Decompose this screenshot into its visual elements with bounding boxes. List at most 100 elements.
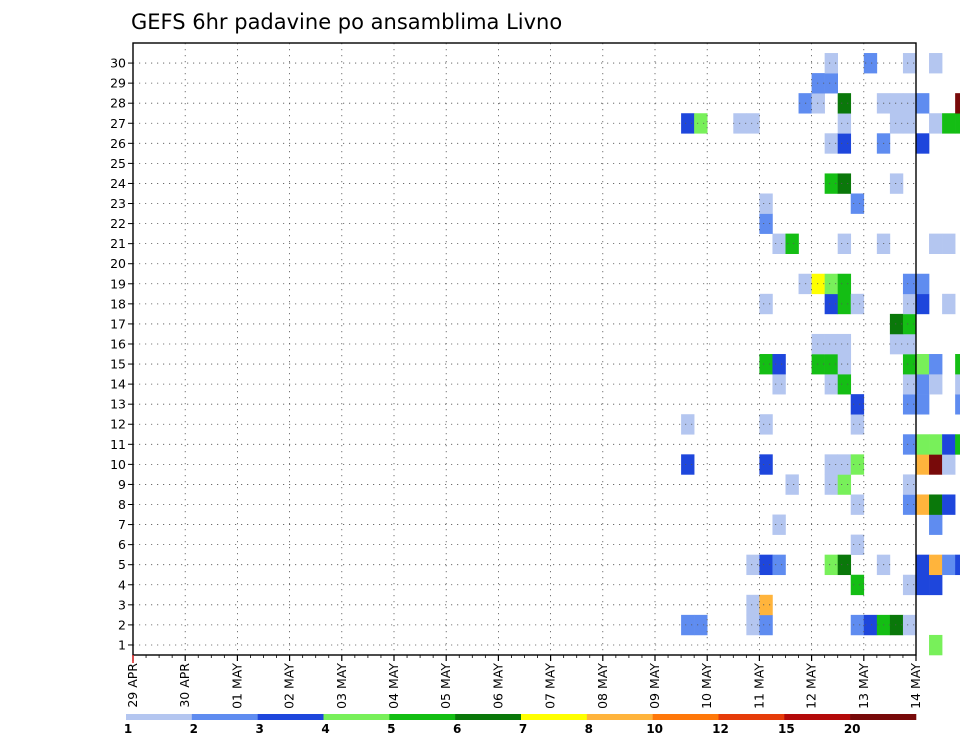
y-tick-label: 17 — [110, 316, 126, 331]
y-tick-label: 16 — [110, 336, 126, 351]
heatmap-cell — [902, 313, 917, 335]
heatmap-cell — [824, 474, 838, 495]
heatmap-cell — [824, 374, 838, 395]
heatmap-cell — [902, 93, 917, 114]
heatmap-cell — [902, 574, 917, 596]
heatmap-cell — [824, 554, 838, 576]
y-tick-label: 11 — [110, 437, 126, 452]
heatmap-cell — [772, 514, 786, 535]
y-tick-label: 8 — [118, 497, 126, 512]
heatmap-cell — [929, 434, 943, 455]
x-tick-label: 30 APR — [177, 663, 192, 708]
colorbar-label: 8 — [585, 722, 593, 736]
heatmap-cell — [759, 454, 773, 475]
heatmap-cell — [929, 374, 943, 395]
colorbar-label: 4 — [321, 722, 329, 736]
x-tick-label: 03 MAY — [334, 663, 349, 709]
heatmap-cell — [863, 614, 878, 636]
heatmap-cell — [902, 113, 917, 134]
heatmap-cell — [902, 614, 917, 636]
heatmap-cell — [902, 494, 917, 515]
heatmap-cell — [681, 454, 695, 475]
colorbar-label: 5 — [387, 722, 395, 736]
heatmap-cell — [955, 434, 960, 455]
heatmap-cell — [942, 293, 956, 315]
heatmap-cell — [824, 173, 838, 194]
heatmap-cell — [929, 354, 943, 375]
heatmap-cell — [955, 554, 960, 576]
colorbar-swatch — [257, 714, 324, 720]
heatmap-cell — [929, 113, 943, 134]
heatmap-cell — [772, 354, 786, 375]
heatmap-cell — [837, 133, 852, 154]
x-tick-label: 12 MAY — [804, 663, 819, 709]
x-tick-label: 14 MAY — [908, 663, 923, 709]
y-tick-label: 20 — [110, 256, 126, 271]
colorbar-label: 1 — [124, 722, 132, 736]
heatmap-cell — [916, 554, 930, 576]
heatmap-cell — [772, 554, 786, 576]
heatmap-cells — [681, 53, 960, 656]
heatmap-cell — [837, 454, 852, 475]
y-tick-label: 1 — [118, 637, 126, 652]
heatmap-cell — [746, 554, 760, 576]
y-tick-label: 3 — [118, 597, 126, 612]
y-tick-label: 9 — [118, 477, 126, 492]
heatmap-cell — [902, 333, 917, 355]
y-tick-label: 27 — [110, 116, 126, 131]
colorbar-label: 12 — [712, 722, 729, 736]
colorbar-label: 3 — [255, 722, 263, 736]
y-tick-label: 7 — [118, 517, 126, 532]
heatmap-cell — [902, 354, 917, 375]
heatmap-cell — [837, 93, 852, 114]
heatmap-cell — [850, 494, 865, 515]
heatmap-cell — [837, 554, 852, 576]
colorbar-swatch — [718, 714, 785, 720]
heatmap-cell — [916, 354, 930, 375]
heatmap-cell — [837, 173, 852, 194]
heatmap-cell — [681, 414, 695, 435]
heatmap-cell — [746, 614, 760, 636]
y-tick-label: 2 — [118, 617, 126, 632]
heatmap-cell — [955, 93, 960, 114]
heatmap-cell — [902, 273, 917, 295]
y-tick-label: 22 — [110, 216, 126, 231]
heatmap-cell — [759, 213, 773, 234]
heatmap-cell — [942, 434, 956, 455]
x-tick-label: 02 MAY — [282, 663, 297, 709]
heatmap-cell — [929, 634, 943, 656]
heatmap-cell — [863, 53, 878, 74]
heatmap-cell — [916, 273, 930, 295]
x-tick-label: 01 MAY — [229, 663, 244, 709]
colorbar-label: 15 — [778, 722, 795, 736]
heatmap-cell — [916, 574, 930, 596]
heatmap-cell — [759, 554, 773, 576]
heatmap-cell — [929, 514, 943, 535]
y-tick-label: 19 — [110, 276, 126, 291]
heatmap-cell — [759, 414, 773, 435]
colorbar-swatch — [652, 714, 719, 720]
grid-lines — [133, 43, 916, 655]
colorbar-swatch — [455, 714, 522, 720]
colorbar-label: 2 — [190, 722, 198, 736]
heatmap-cell — [837, 233, 852, 254]
y-tick-label: 23 — [110, 196, 126, 211]
heatmap-cell — [824, 454, 838, 475]
heatmap-cell — [942, 454, 956, 475]
heatmap-cell — [837, 293, 852, 315]
heatmap-cell — [694, 614, 708, 636]
heatmap-cell — [811, 93, 825, 114]
y-tick-label: 5 — [118, 557, 126, 572]
heatmap-cell — [811, 73, 825, 94]
y-tick-label: 12 — [110, 417, 126, 432]
heatmap-cell — [772, 374, 786, 395]
heatmap-cell — [824, 133, 838, 154]
heatmap-cell — [850, 193, 865, 214]
heatmap-cell — [902, 474, 917, 495]
plot-frame — [132, 42, 917, 656]
heatmap-cell — [942, 554, 956, 576]
heatmap-cell — [811, 354, 825, 375]
y-axis: 1234567891011121314151617181920212223242… — [110, 56, 133, 652]
colorbar: 1 2 3 4 5 6 7 8 10 12 15 20 — [124, 714, 917, 736]
